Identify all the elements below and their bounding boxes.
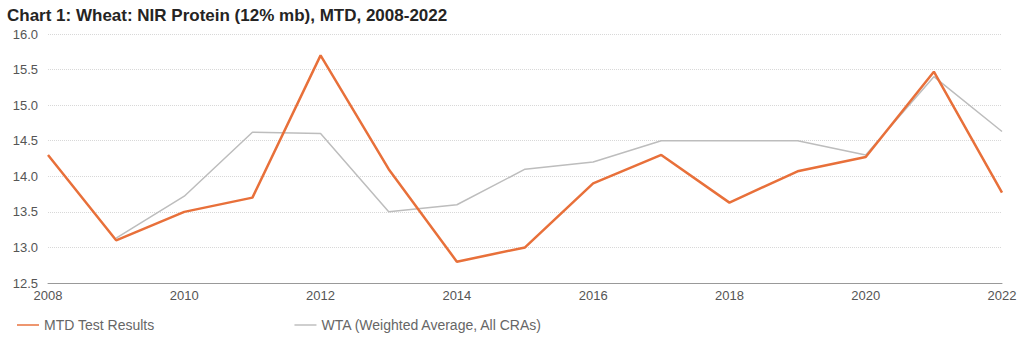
- svg-text:2016: 2016: [579, 288, 608, 303]
- svg-text:14.0: 14.0: [13, 169, 38, 184]
- svg-text:2012: 2012: [306, 288, 335, 303]
- svg-text:14.5: 14.5: [13, 133, 38, 148]
- svg-text:2022: 2022: [988, 288, 1017, 303]
- svg-text:Chart 1: Wheat: NIR Protein (1: Chart 1: Wheat: NIR Protein (12% mb), MT…: [7, 6, 447, 25]
- svg-text:12.5: 12.5: [12, 275, 38, 291]
- svg-text:2014: 2014: [442, 288, 471, 303]
- svg-text:WTA (Weighted Average, All CRA: WTA (Weighted Average, All CRAs): [321, 317, 540, 333]
- svg-text:MTD Test Results: MTD Test Results: [44, 317, 154, 333]
- svg-text:2018: 2018: [715, 288, 744, 303]
- svg-text:2010: 2010: [170, 288, 199, 303]
- svg-text:2020: 2020: [851, 288, 880, 303]
- svg-text:13.5: 13.5: [13, 204, 38, 219]
- svg-text:15.0: 15.0: [13, 98, 38, 113]
- svg-text:16.0: 16.0: [13, 27, 38, 42]
- svg-text:2008: 2008: [34, 288, 63, 303]
- svg-text:15.5: 15.5: [13, 62, 38, 77]
- svg-text:13.0: 13.0: [13, 240, 38, 255]
